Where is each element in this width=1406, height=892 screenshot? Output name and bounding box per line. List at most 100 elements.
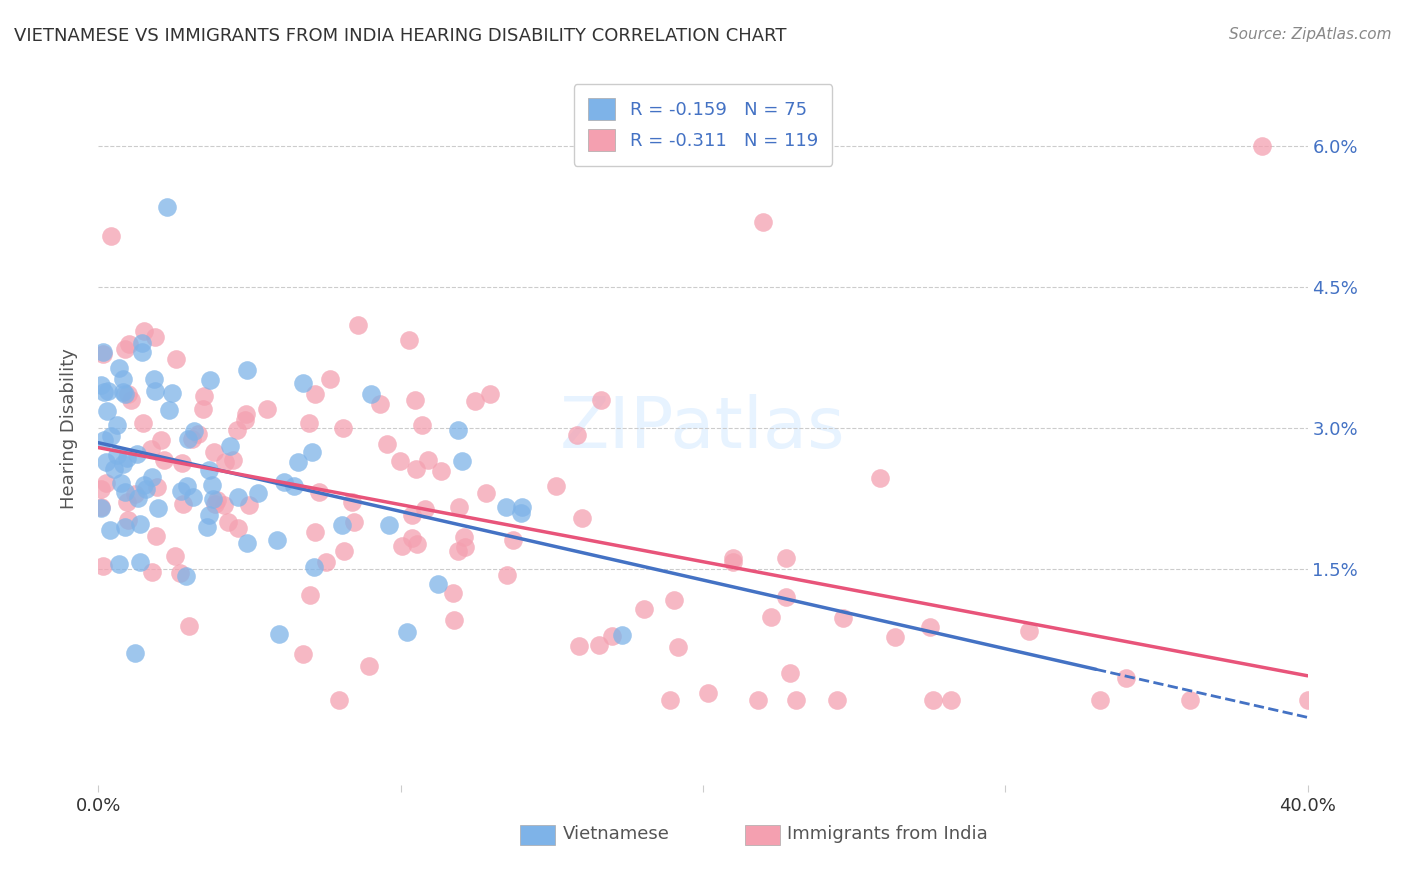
Point: [447, 423, 470, 437]
Legend: R = -0.159   N = 75, R = -0.311   N = 119: R = -0.159 N = 75, R = -0.311 N = 119: [574, 84, 832, 166]
Point: [111, 371, 134, 385]
Point: [319, 372, 342, 386]
Point: [193, 389, 215, 403]
Point: [114, 342, 136, 356]
Point: [447, 544, 470, 558]
Point: [236, 536, 259, 550]
Point: [129, 555, 152, 569]
Point: [114, 519, 136, 533]
Point: [111, 384, 134, 399]
Point: [478, 387, 501, 401]
Point: [226, 490, 249, 504]
Point: [90, 500, 112, 515]
Point: [721, 550, 744, 565]
Point: [142, 372, 165, 386]
Point: [160, 386, 183, 401]
Point: [666, 640, 689, 654]
Point: [568, 639, 591, 653]
Point: [357, 658, 380, 673]
Point: [124, 647, 146, 661]
Point: [775, 550, 797, 565]
Point: [401, 508, 423, 523]
Point: [172, 497, 194, 511]
Point: [141, 442, 163, 456]
Point: [416, 453, 439, 467]
Point: [291, 376, 314, 390]
Point: [108, 361, 131, 376]
Point: [100, 229, 122, 244]
Point: [117, 451, 139, 466]
Point: [105, 417, 128, 432]
Point: [451, 454, 474, 468]
Point: [181, 490, 204, 504]
Point: [103, 462, 125, 476]
Point: [145, 529, 167, 543]
Point: [405, 461, 427, 475]
Point: [156, 200, 179, 214]
Point: [495, 567, 517, 582]
Point: [132, 478, 155, 492]
Point: [135, 482, 157, 496]
Point: [406, 536, 429, 550]
Point: [304, 524, 326, 539]
Point: [404, 392, 426, 407]
Point: [174, 569, 197, 583]
Point: [183, 425, 205, 439]
Point: [96, 404, 118, 418]
Point: [342, 515, 364, 529]
Point: [612, 628, 634, 642]
Point: [449, 500, 471, 515]
Point: [187, 426, 209, 441]
Point: [267, 627, 290, 641]
Point: [304, 559, 326, 574]
Point: [177, 432, 200, 446]
Point: [238, 498, 260, 512]
Point: [207, 493, 229, 508]
Point: [401, 531, 423, 545]
Point: [589, 392, 612, 407]
Point: [920, 620, 942, 634]
Point: [747, 693, 769, 707]
Point: [697, 686, 720, 700]
Point: [567, 428, 589, 442]
Point: [204, 497, 226, 511]
Point: [785, 693, 807, 707]
Point: [391, 539, 413, 553]
Point: [235, 408, 257, 422]
Point: [884, 630, 907, 644]
Point: [197, 463, 219, 477]
Point: [100, 429, 122, 443]
Text: ZIPatlas: ZIPatlas: [560, 393, 846, 463]
Point: [110, 476, 132, 491]
Point: [308, 484, 330, 499]
Point: [236, 363, 259, 377]
Point: [170, 483, 193, 498]
Point: [298, 588, 321, 602]
Point: [90, 482, 112, 496]
Point: [426, 576, 449, 591]
Point: [510, 500, 533, 514]
Point: [266, 533, 288, 547]
Y-axis label: Hearing Disability: Hearing Disability: [59, 348, 77, 508]
Point: [347, 318, 370, 332]
Point: [90, 377, 112, 392]
Point: [330, 518, 353, 533]
Point: [94, 455, 117, 469]
Point: [1296, 693, 1319, 707]
Point: [761, 610, 783, 624]
Point: [1018, 624, 1040, 638]
Point: [921, 693, 943, 707]
Point: [117, 387, 139, 401]
Point: [222, 452, 245, 467]
Text: Immigrants from India: Immigrants from India: [787, 825, 988, 843]
Point: [411, 418, 433, 433]
Point: [115, 495, 138, 509]
Point: [368, 397, 391, 411]
Point: [93, 558, 115, 573]
Point: [544, 478, 567, 492]
Point: [195, 520, 218, 534]
Point: [143, 384, 166, 398]
Point: [1088, 693, 1111, 707]
Point: [193, 401, 215, 416]
Point: [127, 491, 149, 505]
